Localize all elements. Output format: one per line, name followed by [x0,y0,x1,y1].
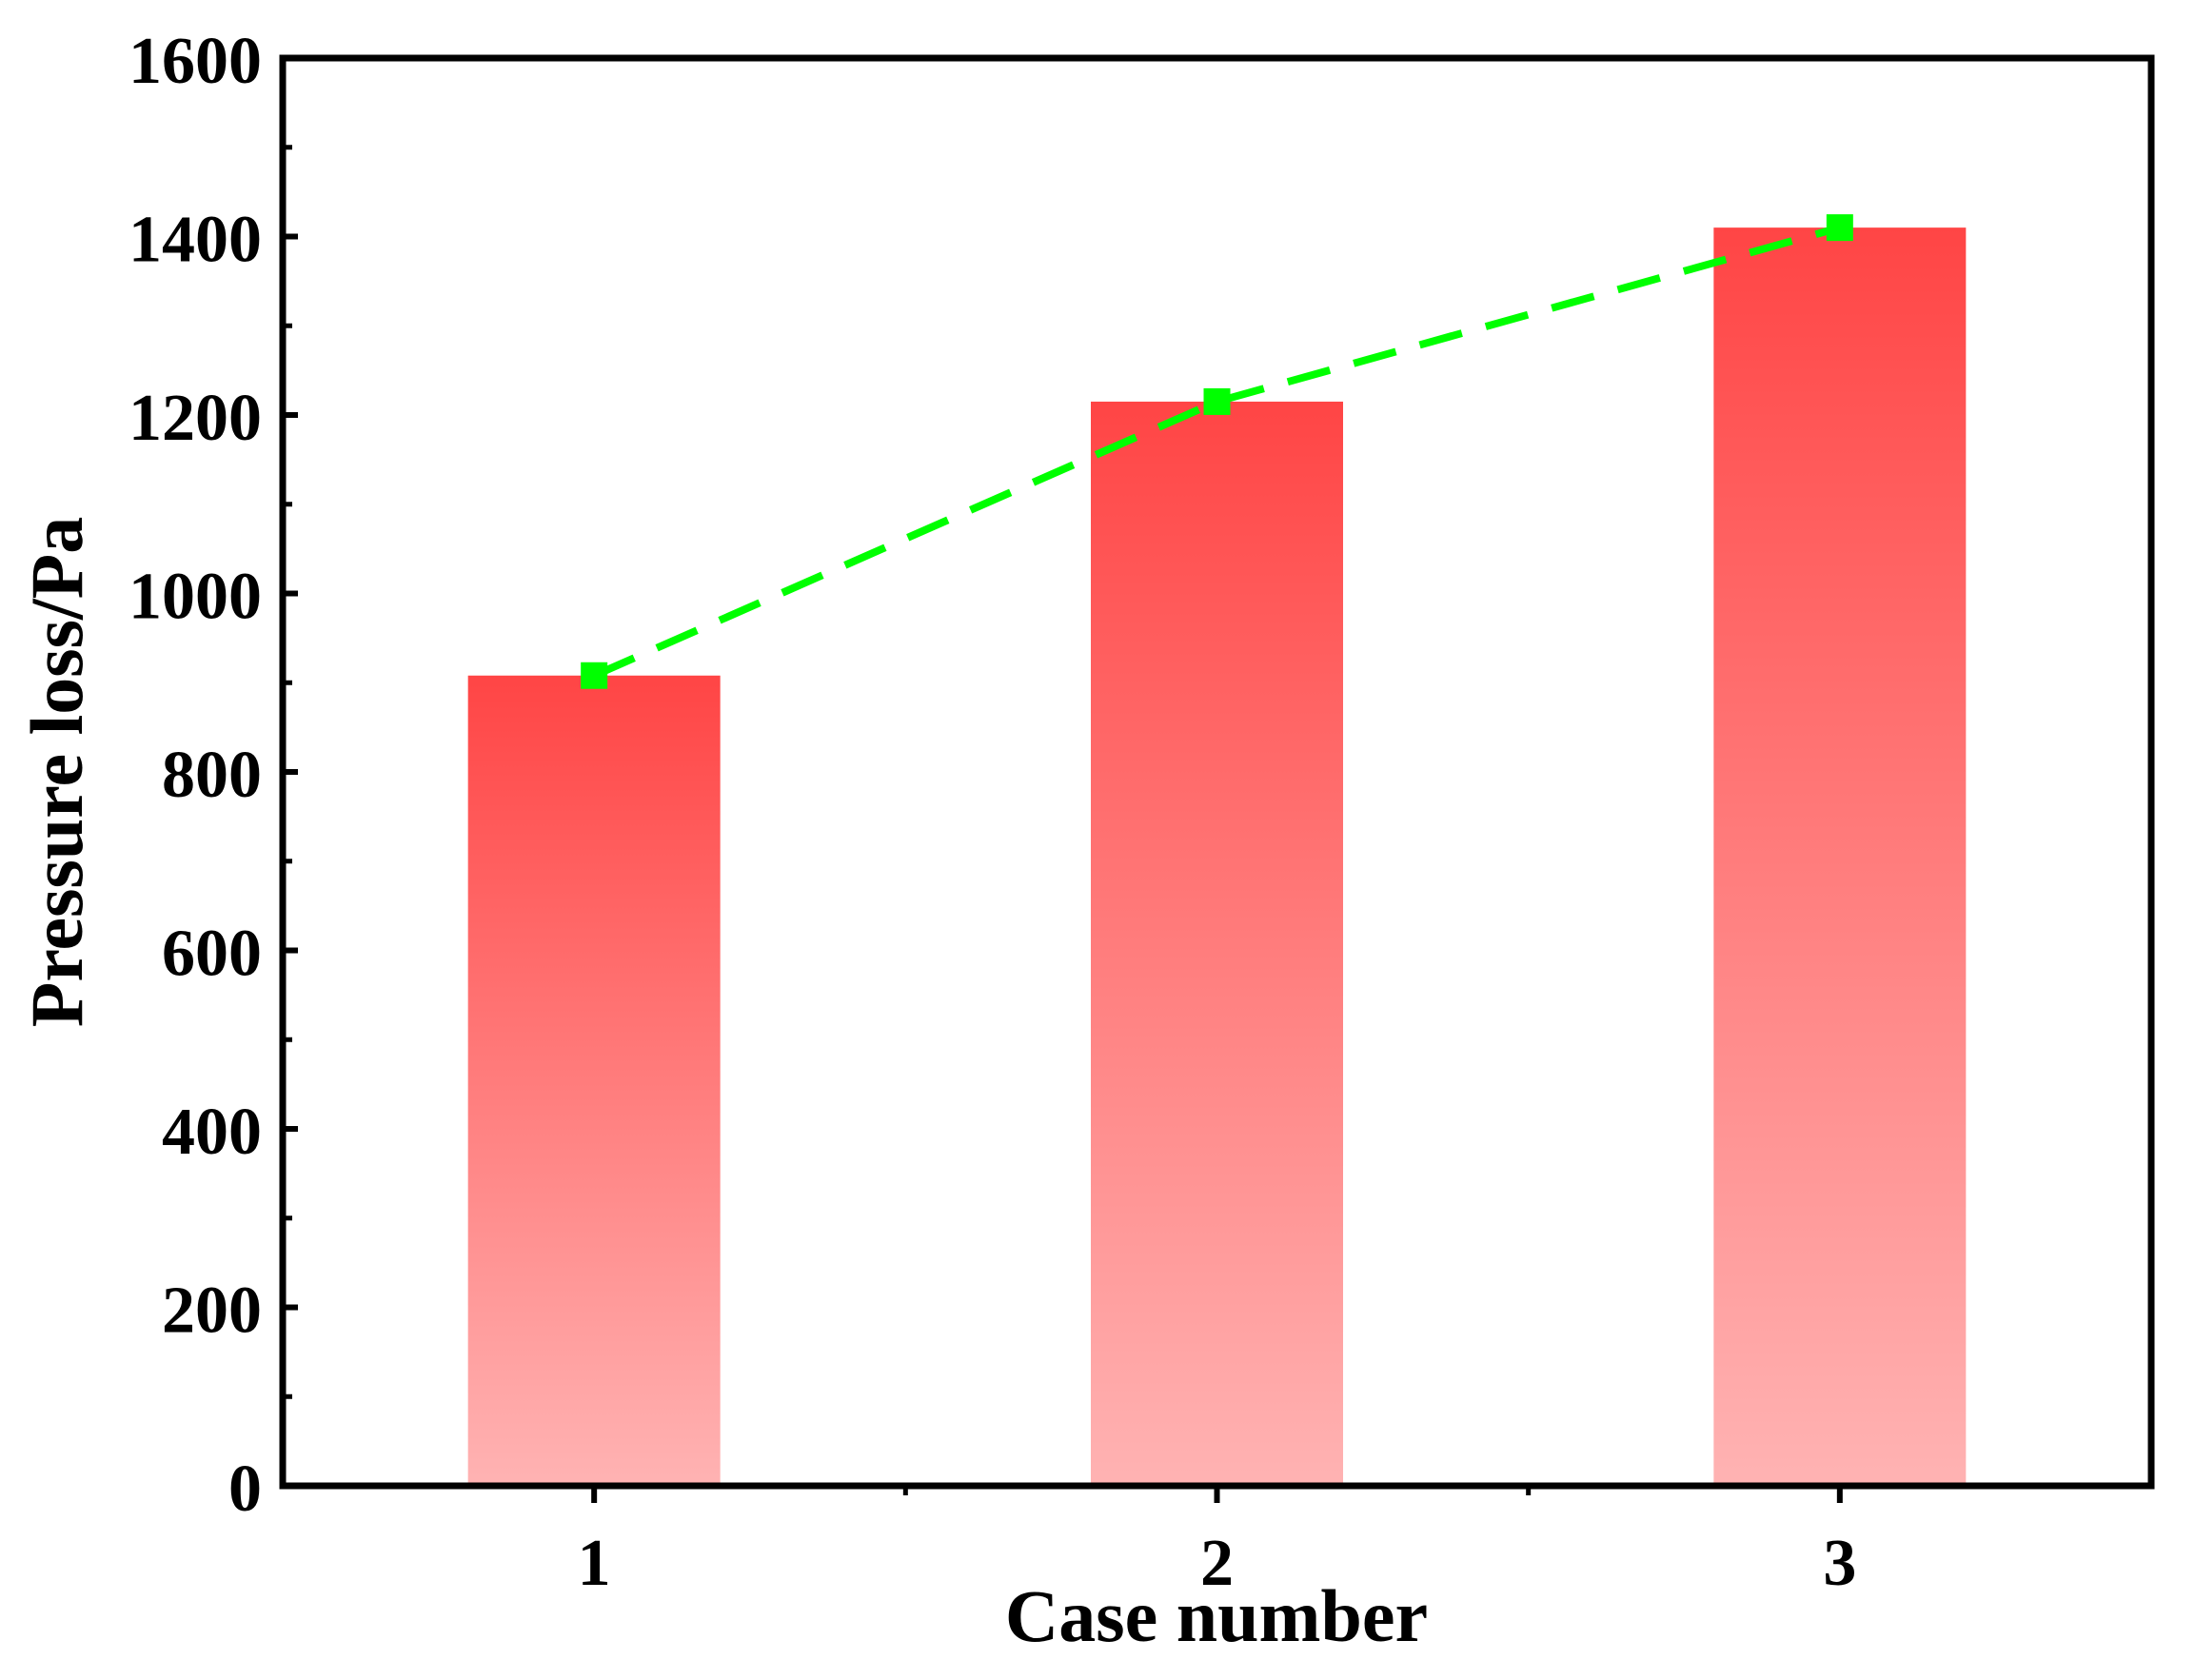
bars-layer [467,227,1967,1486]
dashed-trend-line [592,224,1841,680]
x-tick-label: 1 [578,1527,611,1600]
bar-case-3 [1713,227,1967,1486]
x-tick-label: 2 [1200,1527,1234,1600]
y-tick-label: 200 [162,1275,262,1348]
y-tick-label: 1000 [129,561,262,634]
x-tick-label: 3 [1823,1527,1856,1600]
line-marker-case-1 [581,662,608,689]
y-tick-label: 1600 [129,25,262,98]
bar-case-1 [467,675,721,1486]
bar-case-2 [1091,401,1343,1486]
y-tick-label: 1200 [129,382,262,455]
y-tick-label: 1400 [129,204,262,277]
ticks-layer [283,55,1843,1503]
line-marker-case-2 [1203,387,1231,415]
y-axis-title: Pressure loss/Pa [15,517,98,1028]
y-tick-label: 0 [228,1453,262,1526]
y-tick-label: 600 [162,918,262,991]
y-tick-label: 800 [162,739,262,812]
labels-layer: 0 200 400 600 800 1000 1200 1400 1600 1 2 3 [129,25,1856,1600]
x-axis-title: Case number [1005,1574,1428,1657]
y-tick-label: 400 [162,1096,262,1169]
line-overlay-layer [581,214,1853,689]
line-marker-case-3 [1826,214,1853,242]
